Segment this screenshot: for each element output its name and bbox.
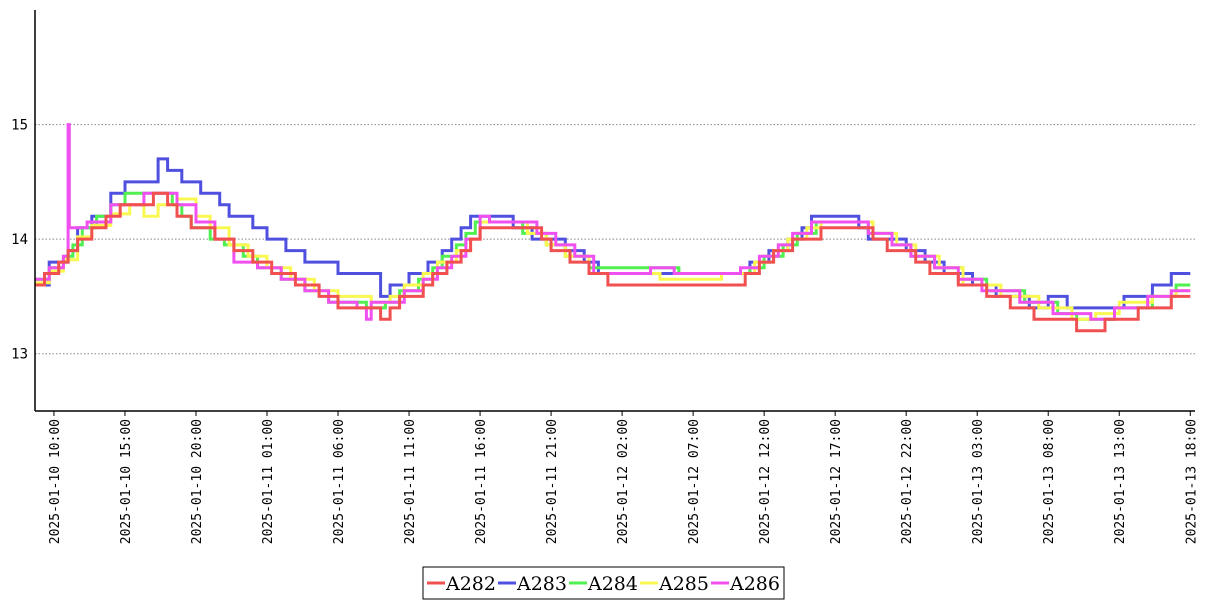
x-tick-label: 2025-01-12 07:00 (687, 419, 702, 544)
x-tick-label: 2025-01-11 11:00 (403, 419, 418, 544)
x-tick-label: 2025-01-12 12:00 (758, 419, 773, 544)
x-tick-label: 2025-01-11 16:00 (474, 419, 489, 544)
x-tick-label: 2025-01-13 08:00 (1042, 419, 1057, 544)
legend-label-a283: A283 (516, 573, 567, 595)
series-line-a284 (35, 191, 1191, 321)
x-tick-label: 2025-01-11 21:00 (545, 419, 560, 544)
x-tick-label: 2025-01-11 01:00 (261, 419, 276, 544)
series-line-a285 (35, 197, 1191, 321)
x-tick-label: 2025-01-13 18:00 (1184, 419, 1199, 544)
series-layer (35, 123, 1191, 333)
legend-label-a284: A284 (587, 573, 638, 595)
x-tick-label: 2025-01-13 03:00 (971, 419, 986, 544)
legend: A282 A283 A284 A285 A286 (422, 566, 785, 600)
legend-label-a282: A282 (445, 573, 496, 595)
x-tick-label: 2025-01-10 20:00 (190, 419, 205, 544)
series-line-a282 (35, 191, 1191, 333)
series-line-a286 (35, 123, 1191, 321)
y-tick-label: 14 (11, 232, 28, 248)
x-tick-label: 2025-01-11 06:00 (332, 419, 347, 544)
x-tick-label: 2025-01-12 17:00 (829, 419, 844, 544)
x-tick-label: 2025-01-10 15:00 (119, 419, 134, 544)
x-tick-label: 2025-01-12 02:00 (616, 419, 631, 544)
x-tick-label: 2025-01-10 10:00 (48, 419, 63, 544)
legend-label-a285: A285 (658, 573, 709, 595)
x-tick-label: 2025-01-13 13:00 (1113, 419, 1128, 544)
y-tick-label: 15 (11, 118, 28, 134)
legend-label-a286: A286 (729, 573, 780, 595)
y-tick-label: 13 (11, 347, 28, 363)
x-tick-label: 2025-01-12 22:00 (900, 419, 915, 544)
axes (34, 10, 1195, 412)
x-ticks: 2025-01-10 10:00 2025-01-10 15:00 2025-01-… (48, 411, 1199, 544)
y-ticks: 13 14 15 (11, 118, 28, 363)
